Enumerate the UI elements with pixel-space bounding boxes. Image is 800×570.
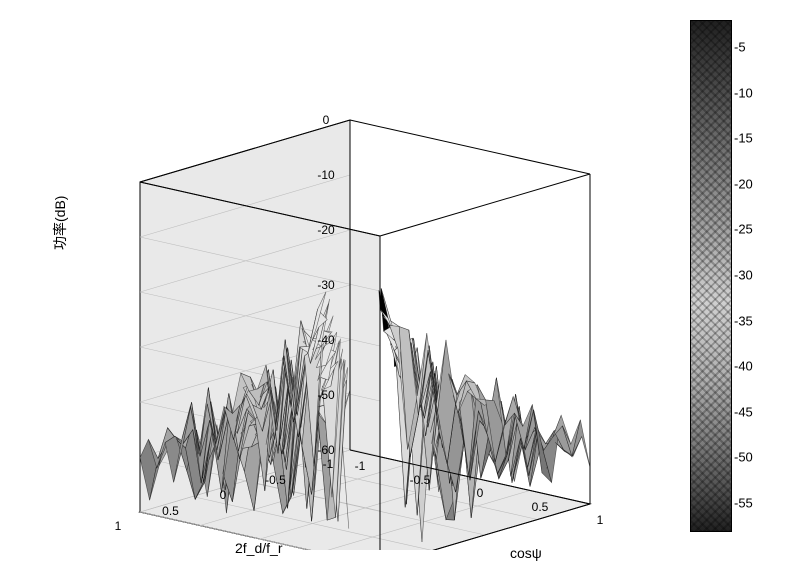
x-tick: 1 bbox=[597, 513, 604, 527]
z-tick: -40 bbox=[317, 333, 334, 347]
plot-3d: 功率(dB) 2f_d/f_r cosψ -1-0.500.51-1-0.500… bbox=[40, 20, 660, 550]
z-axis-label: 功率(dB) bbox=[50, 196, 70, 250]
colorbar-tick: -35 bbox=[734, 313, 753, 328]
x-tick: 0.5 bbox=[532, 500, 549, 514]
colorbar-tick: -25 bbox=[734, 222, 753, 237]
colorbar-tick: -10 bbox=[734, 85, 753, 100]
z-tick: 0 bbox=[323, 113, 330, 127]
x-tick: 0 bbox=[477, 486, 484, 500]
colorbar-tick: -30 bbox=[734, 268, 753, 283]
colorbar-tick: -20 bbox=[734, 176, 753, 191]
colorbar-tick: -55 bbox=[734, 495, 753, 510]
y-tick: 0 bbox=[220, 488, 227, 502]
x-tick: -0.5 bbox=[410, 473, 431, 487]
z-tick: -50 bbox=[317, 388, 334, 402]
y-axis-label: 2f_d/f_r bbox=[235, 540, 282, 556]
z-tick: -30 bbox=[317, 278, 334, 292]
colorbar-tick: -40 bbox=[734, 359, 753, 374]
colorbar-tick: -50 bbox=[734, 450, 753, 465]
colorbar-tick: -15 bbox=[734, 131, 753, 146]
z-tick: -20 bbox=[317, 223, 334, 237]
colorbar-gradient bbox=[690, 20, 732, 532]
x-tick: -1 bbox=[355, 459, 366, 473]
colorbar-tick: -5 bbox=[734, 40, 746, 55]
y-tick: 0.5 bbox=[162, 504, 179, 518]
figure-root: 功率(dB) 2f_d/f_r cosψ -1 -0.5 0 0.5 1 -1 -0.5 0 0… bbox=[0, 0, 800, 570]
y-tick: -0.5 bbox=[265, 473, 286, 487]
colorbar: -5 -10 -15 -20 -25 -30 -35 -40 -45 -50 -55 bbox=[690, 20, 770, 530]
y-tick: -1 bbox=[323, 457, 334, 471]
surface-svg bbox=[40, 20, 660, 550]
z-tick: -10 bbox=[317, 168, 334, 182]
colorbar-tick: -45 bbox=[734, 404, 753, 419]
z-tick: -60 bbox=[317, 443, 334, 457]
x-axis-label: cosψ bbox=[510, 545, 542, 561]
y-tick: 1 bbox=[115, 519, 122, 533]
